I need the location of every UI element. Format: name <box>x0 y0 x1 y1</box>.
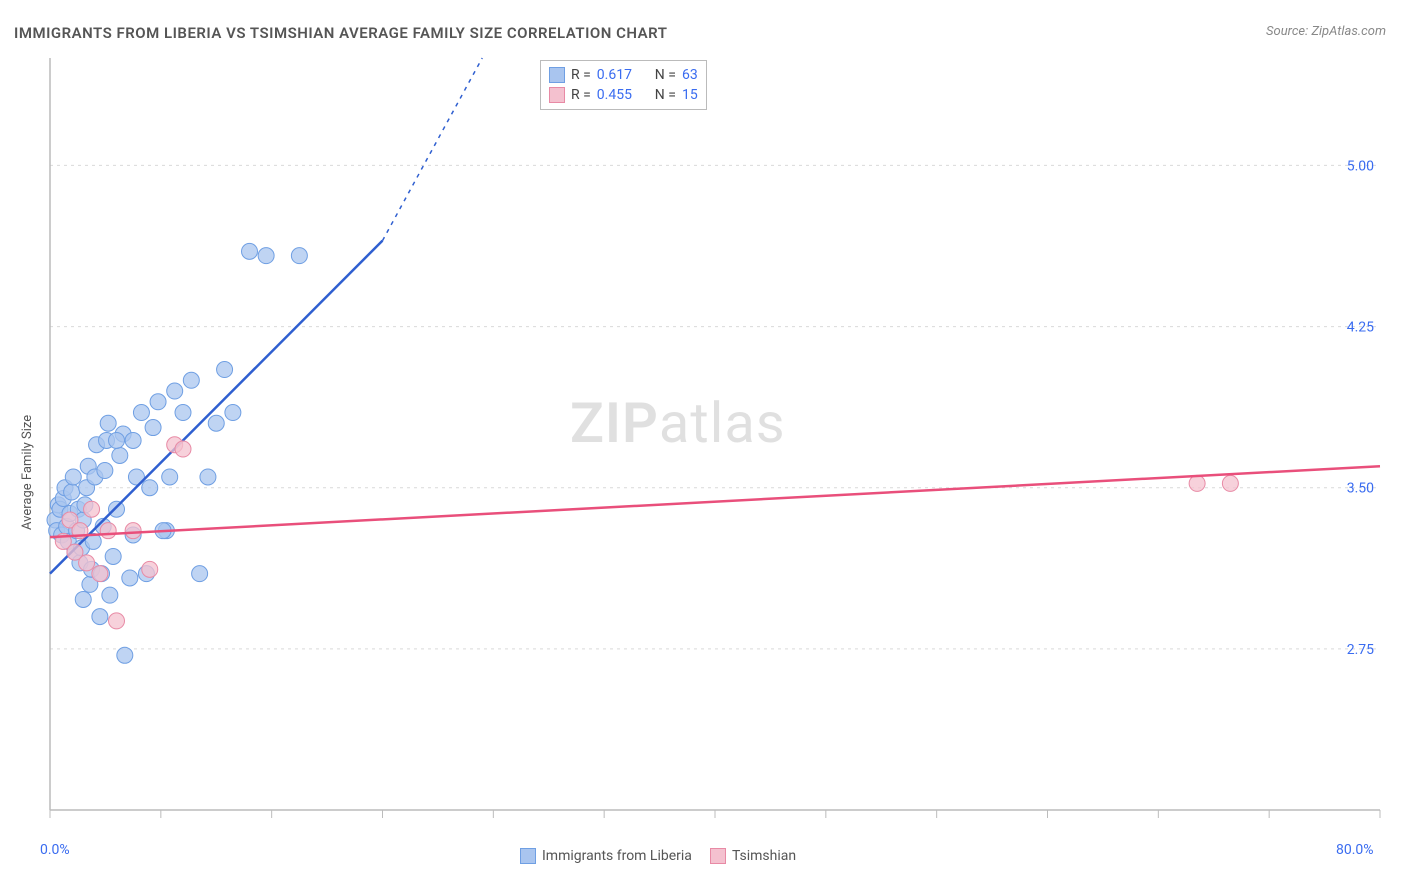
legend-item: Immigrants from Liberia <box>520 848 692 864</box>
x-axis-max-label: 80.0% <box>1336 842 1374 858</box>
r-value: 0.455 <box>597 87 649 103</box>
legend-series-name: Tsimshian <box>732 848 796 864</box>
x-axis-min-label: 0.0% <box>40 842 70 858</box>
legend-swatch <box>520 848 536 864</box>
stats-legend-row: R = 0.617 N = 63 <box>549 65 698 85</box>
source-label: Source: <box>1266 24 1308 39</box>
y-tick-label: 5.00 <box>1347 158 1374 174</box>
r-label: R = <box>571 87 591 103</box>
y-tick-label: 4.25 <box>1347 320 1374 336</box>
y-tick-label: 3.50 <box>1347 481 1374 497</box>
chart-title: IMMIGRANTS FROM LIBERIA VS TSIMSHIAN AVE… <box>14 24 667 42</box>
source-attribution: Source: ZipAtlas.com <box>1266 24 1386 39</box>
correlation-stats-legend: R = 0.617 N = 63 R = 0.455 N = 15 <box>540 60 707 110</box>
legend-swatch <box>710 848 726 864</box>
r-value: 0.617 <box>597 67 649 83</box>
legend-series-name: Immigrants from Liberia <box>542 848 692 864</box>
r-label: R = <box>571 67 591 83</box>
source-link[interactable]: ZipAtlas.com <box>1311 24 1386 39</box>
n-label: N = <box>655 87 676 103</box>
chart-container: IMMIGRANTS FROM LIBERIA VS TSIMSHIAN AVE… <box>0 0 1406 892</box>
n-value: 63 <box>682 67 698 83</box>
y-tick-label: 2.75 <box>1347 642 1374 658</box>
scatter-plot-svg: 2.75 3.50 4.25 5.00 <box>0 0 1406 892</box>
stats-legend-row: R = 0.455 N = 15 <box>549 85 698 105</box>
n-label: N = <box>655 67 676 83</box>
n-value: 15 <box>682 87 698 103</box>
legend-swatch <box>549 67 565 83</box>
y-axis-label: Average Family Size <box>20 415 35 530</box>
series-legend: Immigrants from Liberia Tsimshian <box>520 848 796 864</box>
legend-swatch <box>549 87 565 103</box>
legend-item: Tsimshian <box>710 848 796 864</box>
